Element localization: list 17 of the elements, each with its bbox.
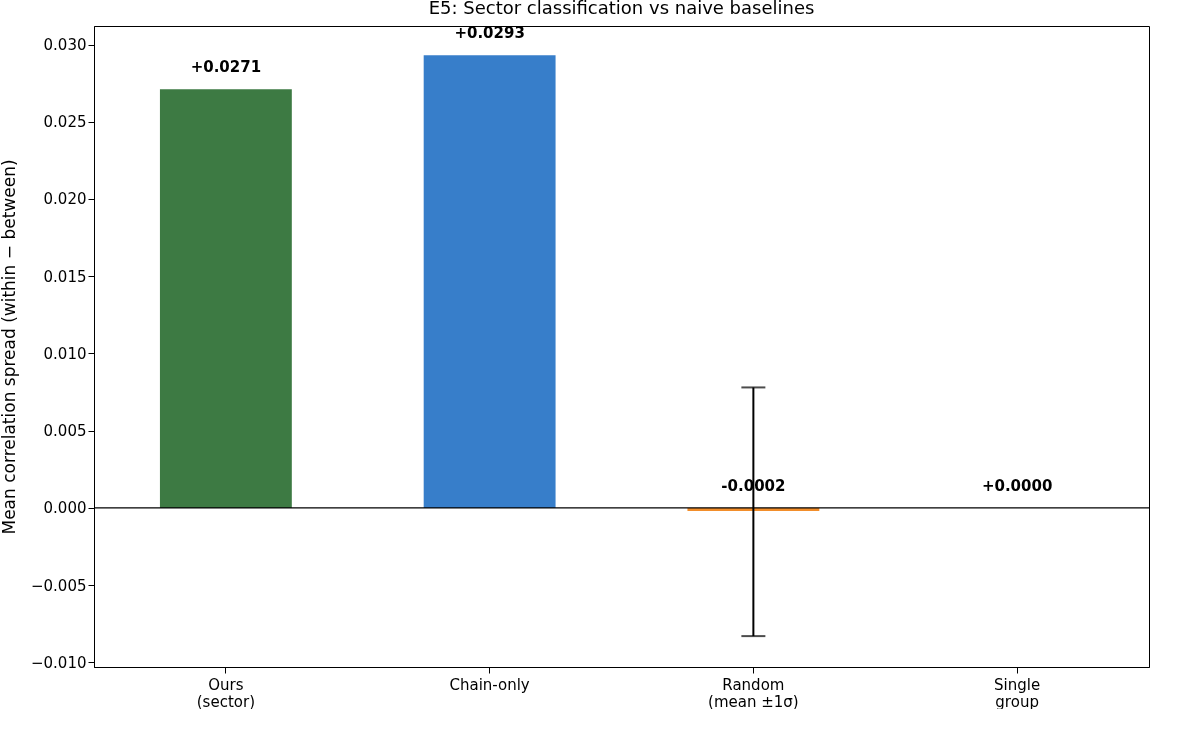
data-label: +0.0000: [981, 476, 1053, 495]
x-tick-label: Single group: [994, 675, 1041, 711]
y-tick-label: −0.005: [30, 576, 87, 595]
y-tick-label: 0.015: [43, 267, 87, 286]
y-tick-label: −0.010: [30, 653, 87, 672]
y-tick-label: 0.000: [43, 499, 87, 518]
y-tick-label: 0.010: [43, 344, 87, 363]
y-axis-title: Mean correlation spread (within − between): [0, 159, 19, 535]
x-tick-label: Random (mean ±1σ): [708, 675, 799, 711]
x-tick-label: Ours (sector): [196, 675, 255, 711]
y-tick-label: 0.020: [43, 190, 87, 209]
chart-title: E5: Sector classification vs naive baselines: [428, 0, 815, 18]
y-tick-label: 0.025: [43, 113, 87, 132]
y-tick-label: 0.005: [43, 422, 87, 441]
y-tick-label: 0.030: [43, 36, 87, 55]
x-tick-label: Chain-only: [449, 675, 530, 694]
data-label: +0.0271: [190, 58, 262, 77]
